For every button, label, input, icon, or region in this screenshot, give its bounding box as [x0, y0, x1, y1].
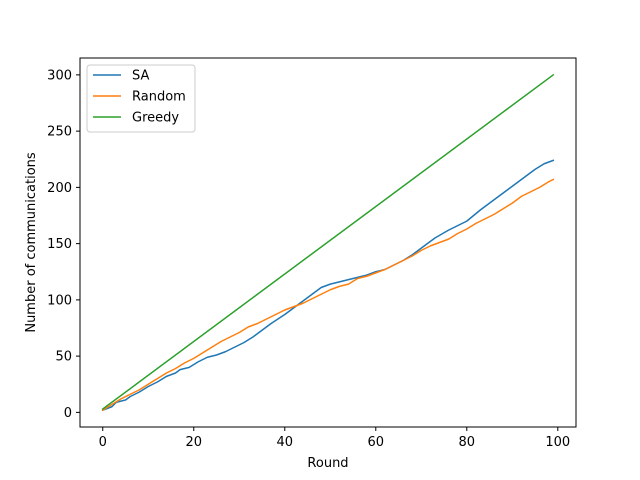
- series-line-random: [101, 178, 555, 412]
- plot-frame: [79, 57, 577, 428]
- series-line-greedy: [101, 73, 555, 411]
- x-tick-label: 80: [459, 435, 476, 450]
- x-tick-label: 0: [99, 435, 107, 450]
- legend-label-sa: SA: [132, 69, 149, 84]
- y-axis-label: Number of communications: [24, 152, 39, 333]
- x-tick-label: 20: [185, 435, 202, 450]
- x-tick-label: 40: [276, 435, 293, 450]
- x-tick-label: 100: [545, 435, 570, 450]
- x-axis-ticks: 0 20 40 60 80 100: [99, 427, 570, 450]
- series-layer: [101, 73, 555, 412]
- legend-label-greedy: Greedy: [132, 111, 179, 126]
- legend: SA Random Greedy: [86, 64, 196, 133]
- y-tick-label: 250: [47, 125, 72, 140]
- y-axis-ticks: 0 50 100 150 200 250 300: [47, 68, 80, 421]
- y-tick-label: 150: [47, 237, 72, 252]
- x-axis-label: Round: [307, 456, 348, 471]
- y-tick-label: 300: [47, 68, 72, 83]
- y-tick-label: 100: [47, 293, 72, 308]
- legend-label-random: Random: [132, 90, 186, 105]
- y-tick-label: 200: [47, 181, 72, 196]
- axes-layer: [79, 57, 577, 428]
- y-tick-label: 50: [55, 350, 72, 365]
- x-tick-label: 60: [368, 435, 385, 450]
- y-tick-label: 0: [64, 406, 72, 421]
- series-line-sa: [101, 159, 555, 412]
- legend-box: [86, 64, 196, 133]
